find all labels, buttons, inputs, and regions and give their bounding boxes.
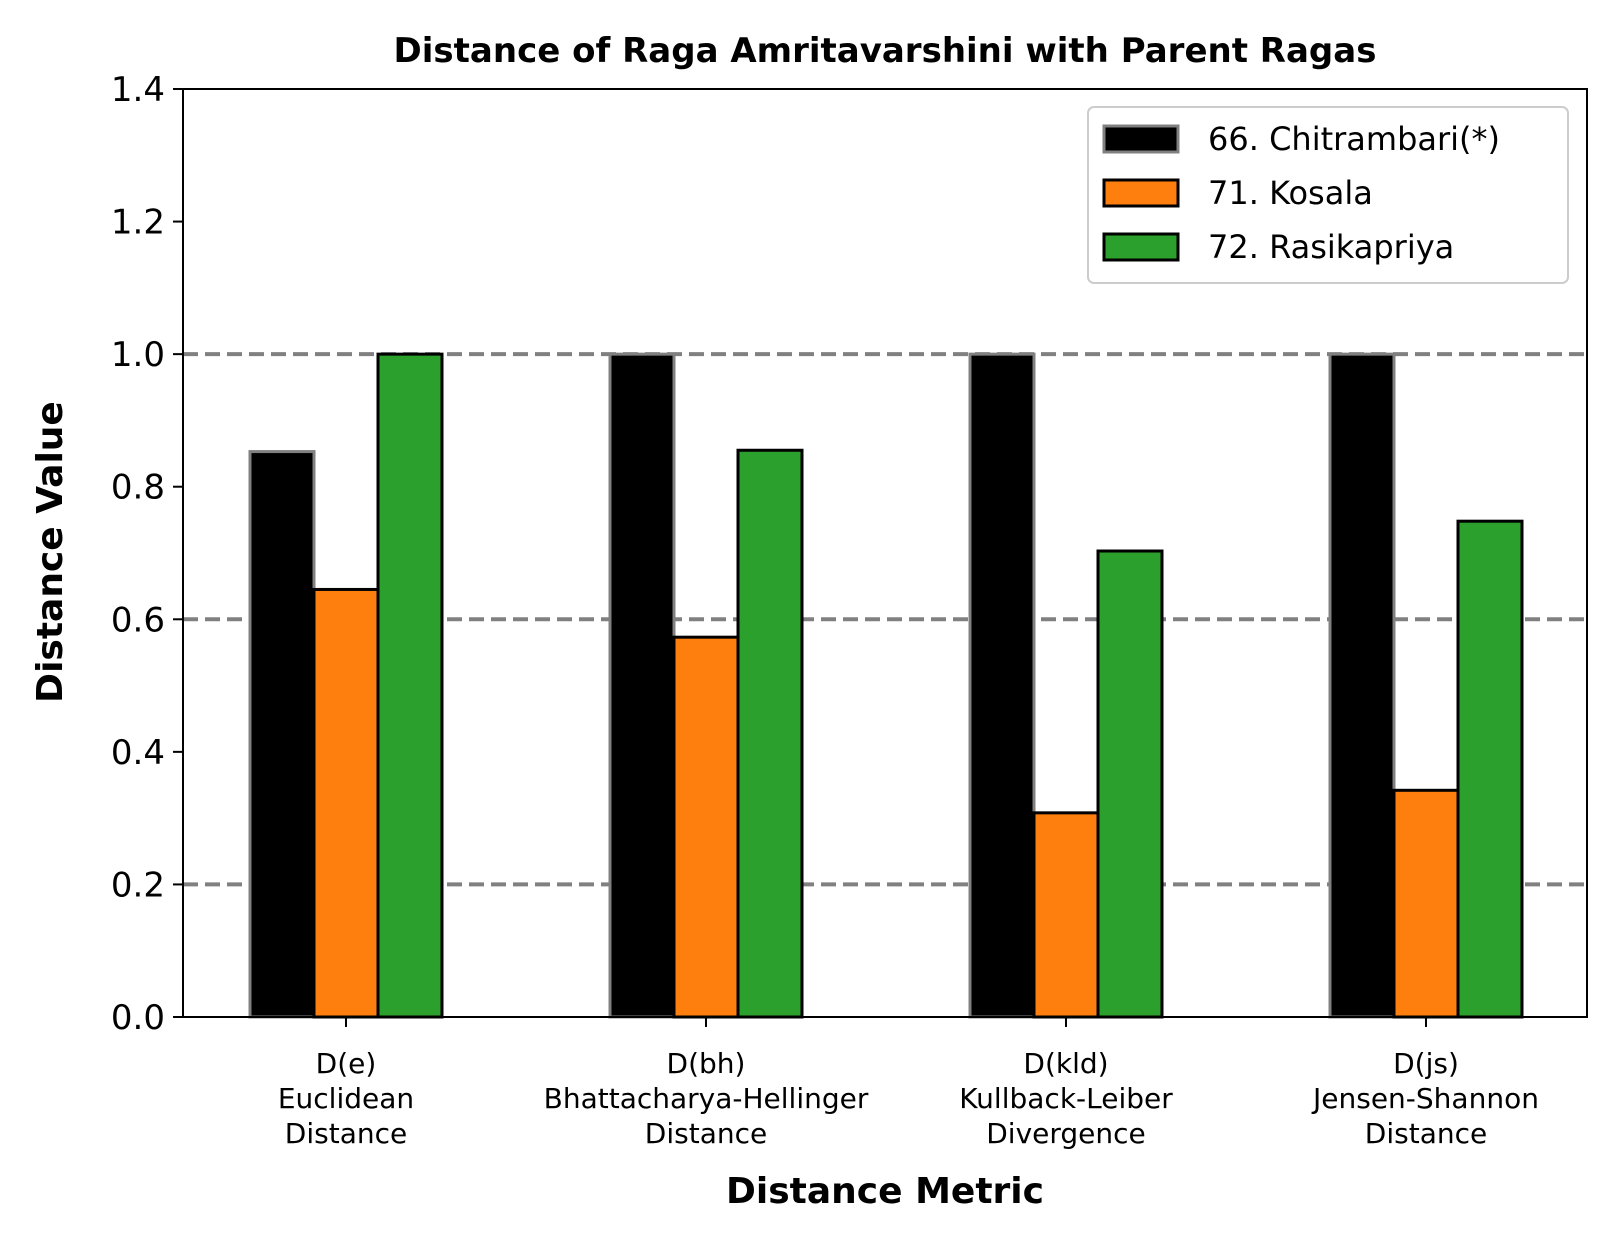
- legend-label-2: 72. Rasikapriya: [1208, 228, 1454, 266]
- y-tick-label-2: 0.4: [111, 733, 165, 773]
- x-tick-label-2-line-2: Divergence: [986, 1117, 1146, 1150]
- bars: [248, 352, 1524, 1019]
- x-axis: D(e)EuclideanDistanceD(bh)Bhattacharya-H…: [278, 1017, 1539, 1150]
- x-tick-label-0-line-2: Distance: [285, 1117, 407, 1150]
- bar-series-0-cat-2: [968, 352, 1036, 1019]
- x-tick-label-2-line-1: Kullback-Leiber: [959, 1082, 1173, 1115]
- x-tick-label-3-line-0: D(js): [1393, 1047, 1459, 1080]
- bar-series-2-cat-2: [1096, 549, 1164, 1019]
- bar-series-0-cat-0: [248, 450, 316, 1019]
- legend-swatch-2: [1102, 232, 1180, 262]
- y-tick-label-0: 0.0: [111, 998, 165, 1038]
- y-tick-label-4: 0.8: [111, 468, 165, 508]
- chart-title: Distance of Raga Amritavarshini with Par…: [394, 31, 1377, 71]
- x-tick-label-1-line-0: D(bh): [667, 1047, 746, 1080]
- legend: 66. Chitrambari(*) 71. Kosala 72. Rasikapr…: [1087, 106, 1569, 284]
- y-axis: 0.0 0.2 0.4 0.6 0.8 1.0 1.2 1.4: [111, 70, 183, 1038]
- x-tick-label-1-line-2: Distance: [645, 1117, 767, 1150]
- x-tick-label-2-line-0: D(kld): [1023, 1047, 1108, 1080]
- y-axis-title: Distance Value: [30, 401, 71, 703]
- y-tick-label-1: 0.2: [111, 865, 165, 905]
- bar-series-2-cat-1: [736, 448, 804, 1019]
- legend-label-1: 71. Kosala: [1208, 174, 1373, 212]
- plot-frame: [182, 88, 1588, 1018]
- x-tick-label-1-line-1: Bhattacharya-Hellinger: [544, 1082, 869, 1115]
- bar-series-0-cat-1: [608, 352, 676, 1019]
- bar-series-0-cat-3: [1328, 352, 1396, 1019]
- y-tick-label-6: 1.2: [111, 203, 165, 243]
- y-tick-label-7: 1.4: [111, 70, 165, 110]
- x-tick-label-0-line-1: Euclidean: [278, 1082, 414, 1115]
- y-tick-label-3: 0.6: [111, 600, 165, 640]
- bar-series-2-cat-3: [1456, 519, 1524, 1019]
- bar-series-1-cat-3: [1392, 788, 1460, 1019]
- x-tick-label-3-line-2: Distance: [1365, 1117, 1487, 1150]
- x-axis-title: Distance Metric: [726, 1171, 1044, 1212]
- legend-swatch-0: [1102, 124, 1180, 154]
- legend-label-0: 66. Chitrambari(*): [1208, 120, 1500, 158]
- bar-series-1-cat-2: [1032, 811, 1100, 1019]
- bar-series-1-cat-1: [672, 635, 740, 1019]
- bar-series-1-cat-0: [312, 587, 380, 1019]
- legend-box: [1087, 106, 1569, 284]
- bar-series-2-cat-0: [376, 352, 444, 1019]
- y-tick-label-5: 1.0: [111, 335, 165, 375]
- x-tick-label-0-line-0: D(e): [316, 1047, 377, 1080]
- x-tick-label-3-line-1: Jensen-Shannon: [1311, 1082, 1539, 1115]
- legend-swatch-1: [1102, 178, 1180, 208]
